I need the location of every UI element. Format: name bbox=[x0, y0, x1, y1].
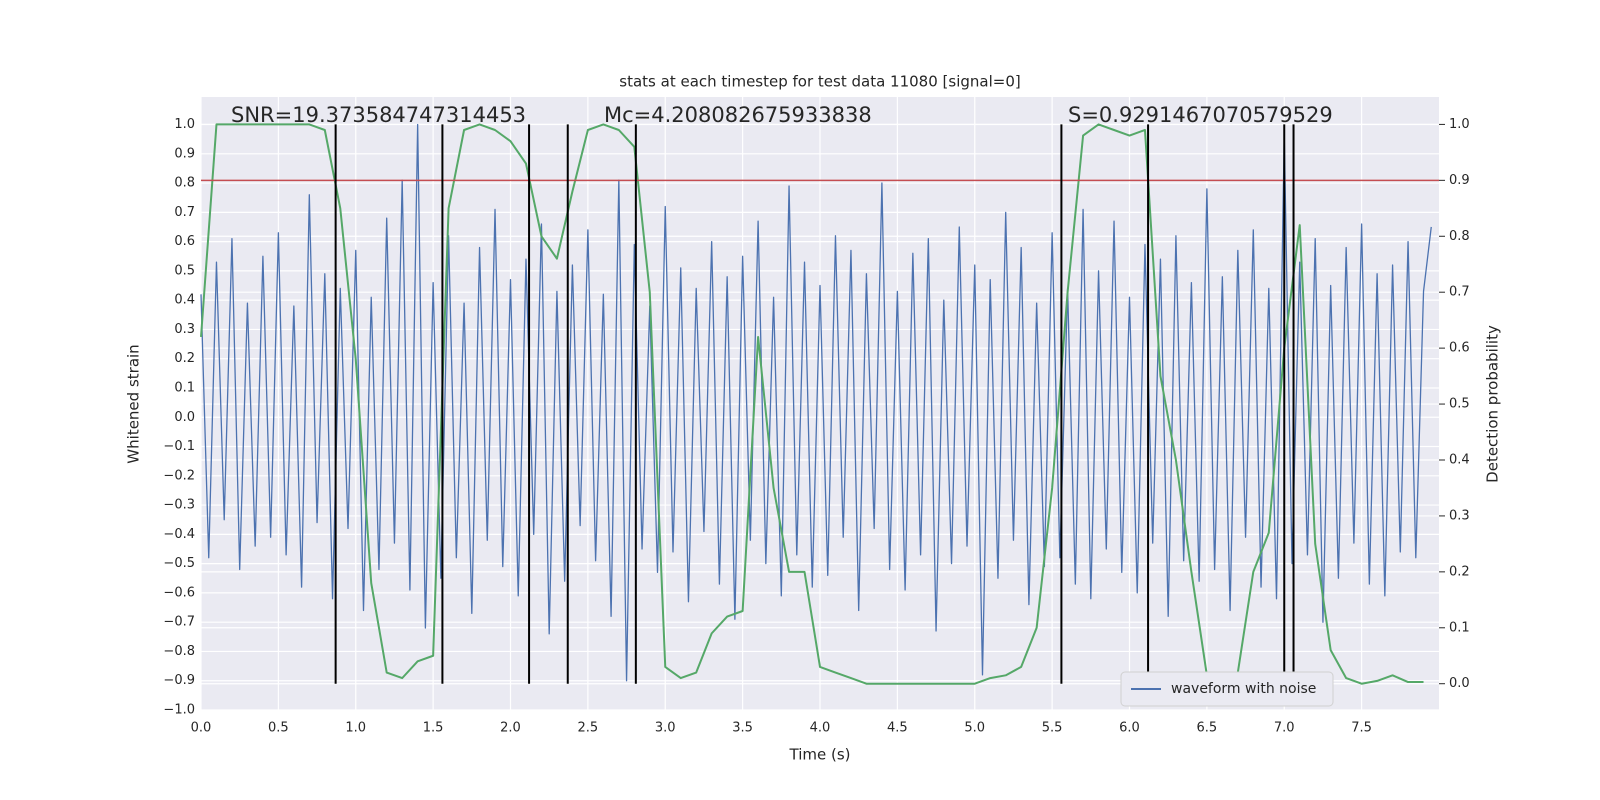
x-axis-label: Time (s) bbox=[789, 746, 851, 764]
y-tick-label: −0.8 bbox=[163, 644, 195, 659]
y-tick-label: 0.7 bbox=[174, 205, 195, 220]
x-tick-label: 0.0 bbox=[191, 721, 212, 736]
series-line bbox=[200, 123, 1432, 682]
x-tick-label: 4.5 bbox=[887, 721, 908, 736]
x-tick-label: 5.5 bbox=[1042, 721, 1063, 736]
y2-tick-label: 0.8 bbox=[1449, 229, 1470, 244]
y-tick-label: −0.7 bbox=[163, 615, 195, 630]
y-tick-label: −0.6 bbox=[163, 585, 195, 600]
y2-axis-label: Detection probability bbox=[1484, 325, 1502, 483]
x-tick-label: 1.0 bbox=[345, 721, 366, 736]
x-tick-label: 0.5 bbox=[268, 721, 289, 736]
y2-tick-label: 0.2 bbox=[1449, 564, 1470, 579]
y-tick-label: −0.2 bbox=[163, 468, 195, 483]
x-tick-label: 2.5 bbox=[578, 721, 599, 736]
y-tick-label: 0.1 bbox=[174, 380, 195, 395]
chart-title: stats at each timestep for test data 110… bbox=[619, 73, 1020, 91]
y2-tick-label: 0.6 bbox=[1449, 341, 1470, 356]
y-tick-label: 0.2 bbox=[174, 351, 195, 366]
y-tick-label: 0.9 bbox=[174, 146, 195, 161]
y-tick-label: −0.3 bbox=[163, 498, 195, 513]
y2-tick-label: 0.3 bbox=[1449, 508, 1470, 523]
y-tick-label: 0.3 bbox=[174, 322, 195, 337]
y-tick-label: −0.9 bbox=[163, 673, 195, 688]
y-axis-label: Whitened strain bbox=[125, 344, 143, 463]
x-tick-label: 6.0 bbox=[1119, 721, 1140, 736]
x-tick-label: 5.0 bbox=[964, 721, 985, 736]
x-tick-label: 3.5 bbox=[732, 721, 753, 736]
y-tick-label: 0.4 bbox=[174, 293, 195, 308]
y-tick-label: −0.4 bbox=[163, 527, 195, 542]
annotation: S=0.9291467070579529 bbox=[1068, 103, 1333, 127]
y2-tick-label: 0.7 bbox=[1449, 285, 1470, 300]
y-tick-label: −0.1 bbox=[163, 439, 195, 454]
y-tick-label: 0.6 bbox=[174, 234, 195, 249]
x-tick-label: 7.0 bbox=[1274, 721, 1295, 736]
y-tick-label: 0.5 bbox=[174, 263, 195, 278]
y2-tick-label: 0.1 bbox=[1449, 620, 1470, 635]
legend-label: waveform with noise bbox=[1171, 681, 1316, 697]
x-tick-label: 2.0 bbox=[500, 721, 521, 736]
x-tick-label: 6.5 bbox=[1197, 721, 1218, 736]
y-tick-label: −1.0 bbox=[163, 703, 195, 718]
y2-tick-label: 0.5 bbox=[1449, 397, 1470, 412]
legend-box bbox=[1120, 671, 1334, 707]
annotation: SNR=19.373584747314453 bbox=[231, 103, 526, 127]
y-tick-label: −0.5 bbox=[163, 556, 195, 571]
y-tick-label: 0.0 bbox=[174, 410, 195, 425]
y2-tick-label: 0.0 bbox=[1449, 676, 1470, 691]
x-tick-label: 3.0 bbox=[655, 721, 676, 736]
y2-tick-label: 1.0 bbox=[1449, 117, 1470, 132]
y-tick-label: 0.8 bbox=[174, 176, 195, 191]
x-tick-label: 4.0 bbox=[810, 721, 831, 736]
x-tick-label: 1.5 bbox=[423, 721, 444, 736]
y2-tick-label: 0.9 bbox=[1449, 173, 1470, 188]
annotation: Mc=4.208082675933838 bbox=[604, 103, 872, 127]
x-tick-label: 7.5 bbox=[1351, 721, 1372, 736]
y-tick-label: 1.0 bbox=[174, 117, 195, 132]
y2-tick-label: 0.4 bbox=[1449, 452, 1470, 467]
